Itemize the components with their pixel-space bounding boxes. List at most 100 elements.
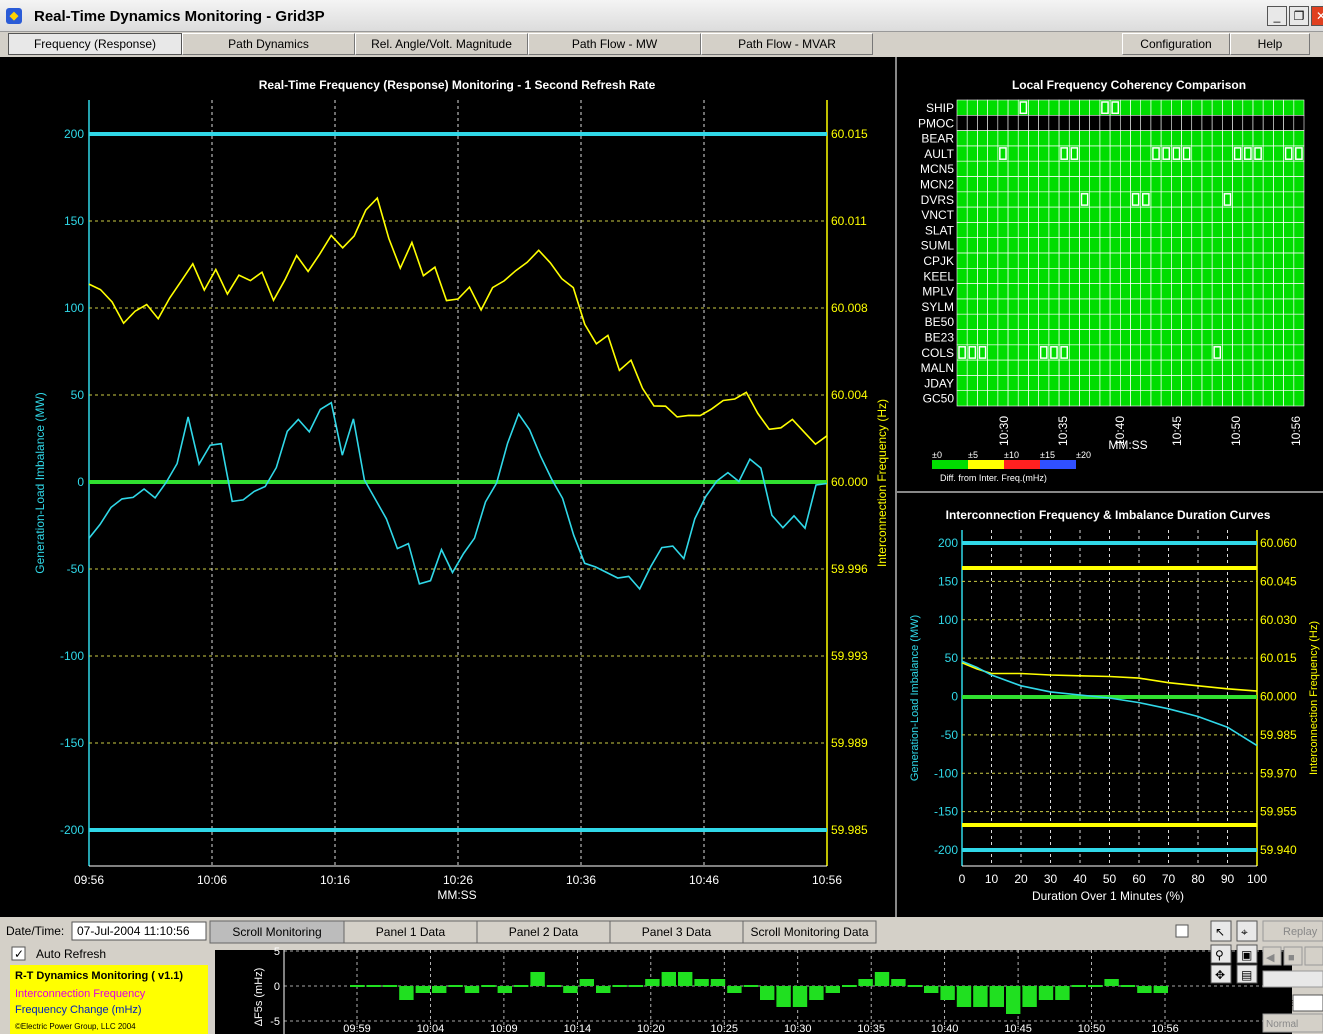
main-x-label: MM:SS <box>437 888 476 902</box>
right-tick-label: 59.985 <box>1260 728 1297 742</box>
legend-swatch <box>968 460 1004 469</box>
coherency-x-tick: 10:50 <box>1229 416 1243 446</box>
left-tick-label: 150 <box>938 574 958 588</box>
select-tool-button[interactable] <box>1210 920 1232 942</box>
right-tick-label: 59.996 <box>831 562 868 576</box>
coherency-cell <box>1232 115 1244 131</box>
tab-path-flow-mw[interactable]: Path Flow - MW <box>528 33 701 55</box>
bottom-panel: Date/Time: 07-Jul-2004 11:10:56 ✓ Auto R… <box>0 917 1323 1034</box>
series-line <box>961 661 1258 692</box>
series-line <box>88 196 828 446</box>
x-tick-label: 20 <box>1014 872 1028 886</box>
bottom-tab-label: Panel 3 Data <box>642 925 712 939</box>
coherency-flag <box>1070 147 1079 160</box>
coherency-cell <box>1293 115 1305 131</box>
strip-bar <box>989 986 1004 1007</box>
x-tick-label: 30 <box>1044 872 1058 886</box>
x-tick-label: 09:56 <box>74 873 104 887</box>
station-label: MPLV <box>922 285 954 299</box>
coherency-cell <box>1181 115 1193 131</box>
auto-refresh-checkbox[interactable] <box>11 946 26 961</box>
coherency-flag <box>978 346 987 359</box>
strip-bar <box>710 979 726 986</box>
print-button[interactable] <box>1236 964 1258 984</box>
right-tick-label: 59.989 <box>831 736 868 750</box>
coherency-cell <box>1222 115 1233 131</box>
tab-rel-angle[interactable]: Rel. Angle/Volt. Magnitude <box>355 33 528 55</box>
zoom-button[interactable] <box>1210 944 1232 964</box>
coherency-title: Local Frequency Coherency Comparison <box>1012 78 1246 92</box>
minimize-button[interactable]: _ <box>1267 6 1287 26</box>
help-button[interactable]: Help <box>1230 33 1310 55</box>
station-label: GC50 <box>923 392 955 406</box>
strip-bar <box>694 979 709 986</box>
strip-bar <box>825 986 840 993</box>
close-button[interactable]: ✕ <box>1311 6 1323 26</box>
duration-left-ticks: 200 150 100 50 0 -50 -100 -150 -200 <box>934 536 958 857</box>
main-left-ticks: 200 150 100 50 0 -50 -100 -150 -200 <box>60 127 84 837</box>
tab-path-flow-mvar[interactable]: Path Flow - MVAR <box>701 33 873 55</box>
speed-select[interactable] <box>1262 1013 1323 1033</box>
coherency-flag <box>1244 147 1252 160</box>
strip-bar <box>563 986 578 993</box>
zoom-box-button[interactable] <box>1236 944 1258 964</box>
coherency-cell <box>997 115 1009 131</box>
strip-bar <box>1137 986 1152 993</box>
replay-back-button[interactable] <box>1262 946 1282 966</box>
restore-button[interactable]: ❐ <box>1289 6 1309 26</box>
option-checkbox[interactable] <box>1175 924 1189 938</box>
coherency-cell <box>1211 115 1223 131</box>
tab-path-dynamics[interactable]: Path Dynamics <box>182 33 355 55</box>
left-tick-label: -200 <box>934 843 958 857</box>
strip-bar <box>399 986 414 1000</box>
replay-button[interactable] <box>1262 920 1323 942</box>
x-tick-label: 40 <box>1073 872 1087 886</box>
strip-bar <box>514 985 529 987</box>
left-tick-label: -50 <box>67 562 85 576</box>
coherency-x-label: MM:SS <box>1108 438 1147 452</box>
right-tick-label: 59.955 <box>1260 805 1297 819</box>
strip-bar <box>1022 986 1037 1007</box>
cursor-icon: ⌖ <box>1241 925 1248 939</box>
coherency-flag <box>1152 147 1160 160</box>
info-title: R-T Dynamics Monitoring ( v1.1) <box>15 970 183 982</box>
coherency-cell <box>1109 115 1121 131</box>
x-tick-label: 100 <box>1247 872 1267 886</box>
replay-slider[interactable] <box>1262 970 1323 988</box>
datetime-field[interactable] <box>71 921 207 941</box>
info-copyright: ©Electric Power Group, LLC 2004 <box>15 1022 136 1031</box>
coherency-flag <box>1223 193 1232 206</box>
station-label: CPJK <box>923 254 954 268</box>
coherency-cell <box>1017 115 1029 131</box>
coherency-panel: Local Frequency Coherency Comparison SHI… <box>918 78 1305 483</box>
station-label: SHIP <box>926 101 954 115</box>
main-left-label: Generation-Load Imbalance (MW) <box>33 392 47 573</box>
strip-bar <box>940 986 955 1000</box>
strip-bar <box>382 985 398 987</box>
frame-input[interactable] <box>1292 994 1323 1012</box>
right-tick-label: 59.970 <box>1260 766 1297 780</box>
station-label: MALN <box>921 361 954 375</box>
replay-forward-button[interactable] <box>1304 946 1323 966</box>
data-cursor-button[interactable] <box>1236 920 1258 942</box>
coherency-flag <box>1060 147 1069 160</box>
strip-x-tick: 10:35 <box>857 1023 885 1034</box>
configuration-button[interactable]: Configuration <box>1122 33 1230 55</box>
speed-value: Normal <box>1266 1019 1298 1030</box>
left-tick-label: 50 <box>945 651 959 665</box>
replay-stop-button[interactable] <box>1283 946 1303 966</box>
right-tick-label: 59.940 <box>1260 843 1297 857</box>
bottom-canvas: Date/Time: 07-Jul-2004 11:10:56 ✓ Auto R… <box>6 920 1323 1034</box>
left-tick-label: 150 <box>64 214 84 228</box>
coherency-grid <box>956 99 1305 407</box>
legend-swatch <box>932 460 968 469</box>
strip-bar <box>432 986 447 993</box>
tab-frequency-response[interactable]: Frequency (Response) <box>8 33 182 55</box>
pan-button[interactable] <box>1210 964 1232 984</box>
strip-tick: 0 <box>274 981 280 993</box>
station-label: JDAY <box>924 376 954 390</box>
series-line <box>88 401 828 591</box>
coherency-flag <box>1254 147 1262 160</box>
bottom-tab[interactable] <box>742 920 877 944</box>
